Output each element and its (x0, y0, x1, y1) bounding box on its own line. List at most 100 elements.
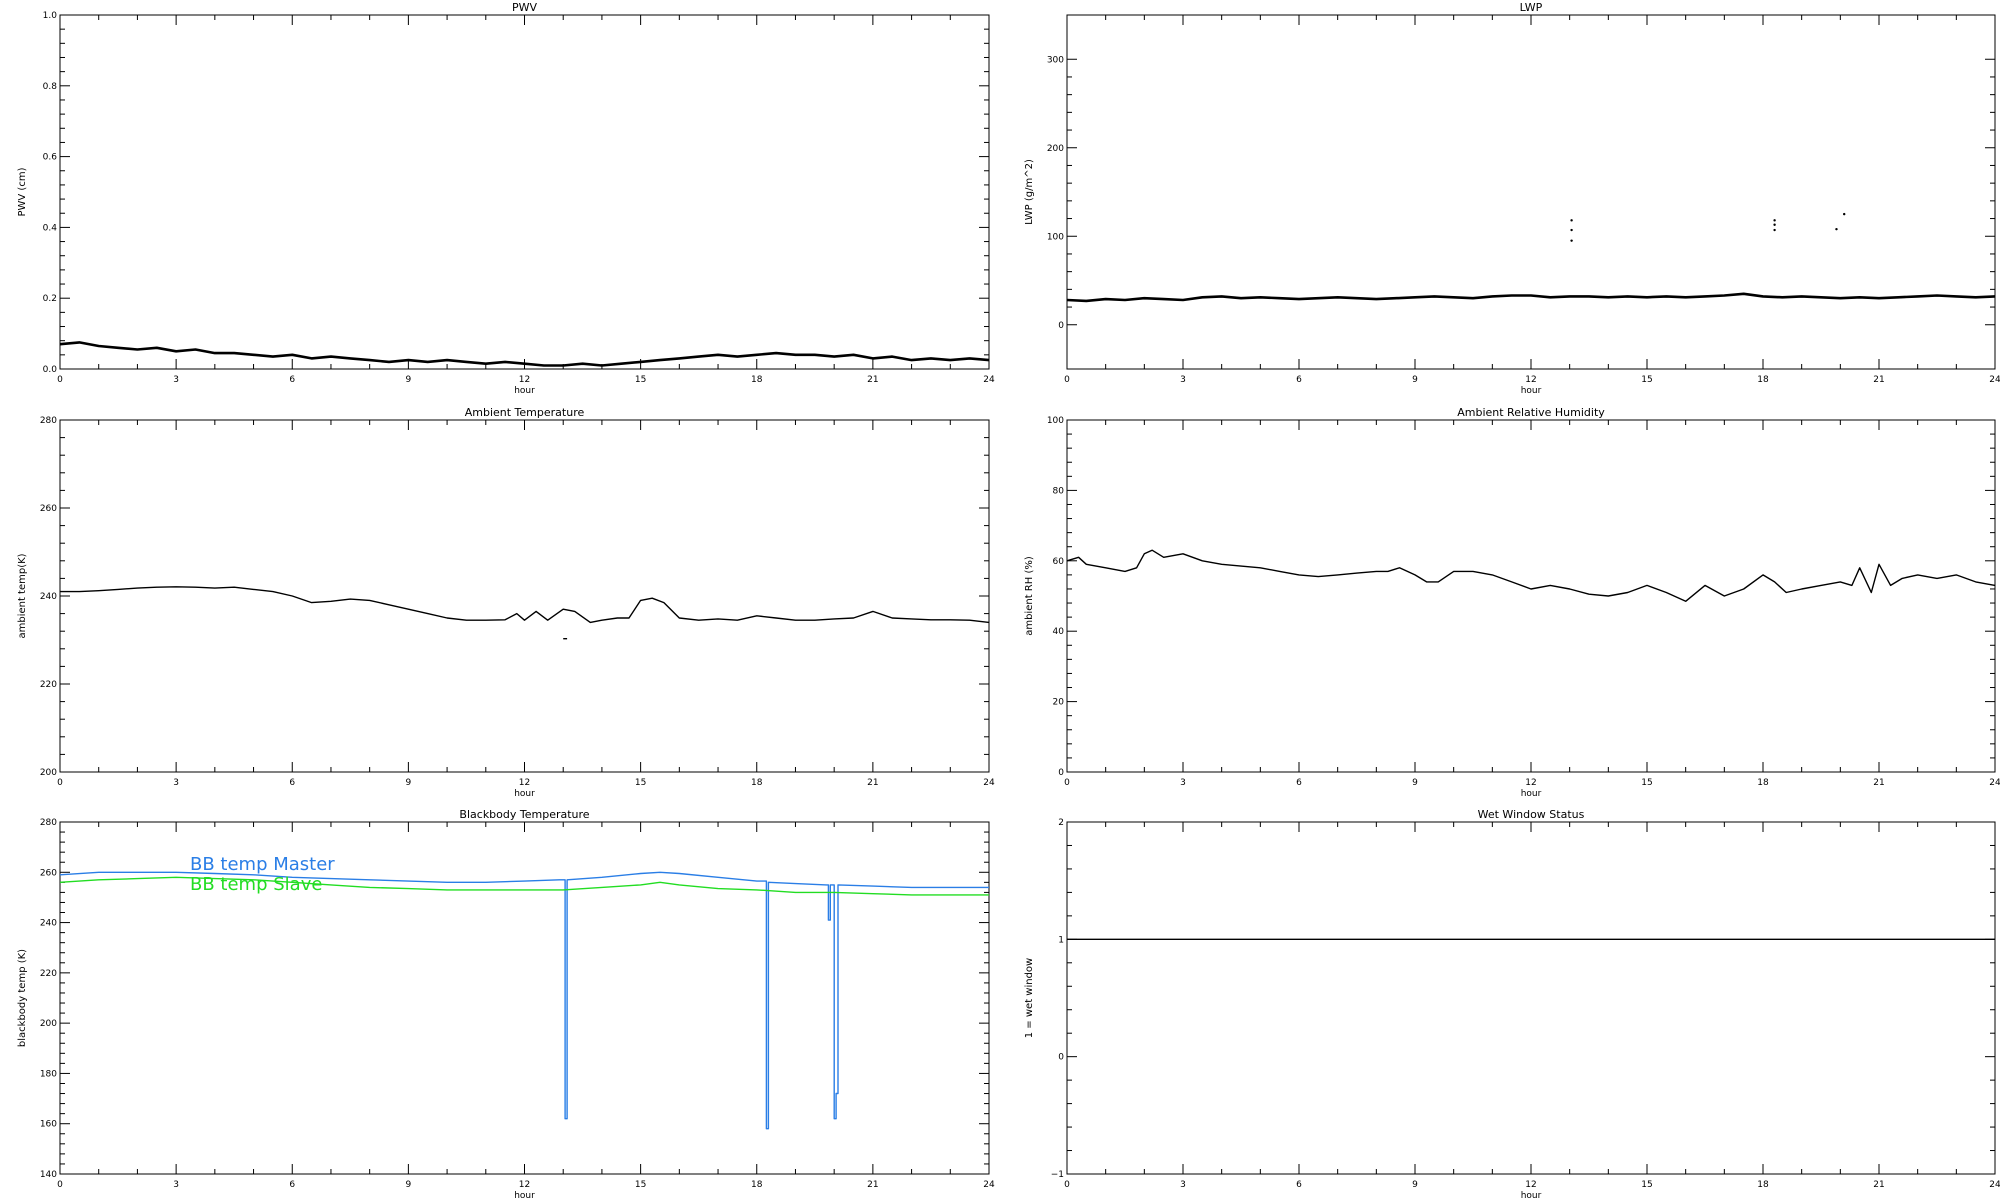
chart-title: Ambient Temperature (465, 406, 585, 419)
x-tick-label: 24 (1989, 375, 2000, 385)
chart-title: LWP (1520, 1, 1543, 14)
x-tick-label: 21 (867, 1180, 878, 1190)
x-tick-label: 6 (289, 375, 295, 385)
x-tick-label: 15 (635, 778, 646, 788)
x-tick-label: 15 (635, 375, 646, 385)
x-tick-label: 9 (1412, 375, 1418, 385)
y-tick-label: 180 (40, 1069, 57, 1079)
x-tick-label: 18 (751, 1180, 763, 1190)
x-axis-label: hour (1521, 789, 1542, 799)
chart-panel-1: PWV 0 3 6 9 12 15 18 21 24 hour 0.0 0.2 0.4 0.6 0.8 1.0 P… (17, 1, 995, 396)
x-tick-label: 6 (1296, 778, 1302, 788)
x-tick-label: 21 (867, 375, 878, 385)
x-tick-label: 0 (57, 1180, 63, 1190)
x-tick-label: 18 (1757, 1180, 1769, 1190)
series-line (59, 871, 989, 1130)
x-tick-label: 21 (1873, 375, 1884, 385)
x-tick-label: 9 (406, 778, 412, 788)
y-tick-label: 260 (40, 868, 57, 878)
chart-panel-5: Blackbody Temperature 0 3 6 9 12 15 18 21 24 hour 1… (17, 808, 995, 1200)
y-tick-label: 0.0 (43, 365, 58, 375)
data-point (1773, 223, 1776, 226)
series-line (59, 341, 990, 367)
chart-panel-3: Ambient Temperature 0 3 6 9 12 15 18 21 24 hour 200… (17, 406, 995, 799)
plot-frame (1066, 419, 1996, 773)
x-tick-label: 15 (1641, 778, 1652, 788)
x-tick-label: 24 (983, 1180, 995, 1190)
x-tick-label: 12 (519, 375, 530, 385)
x-tick-label: 9 (1412, 778, 1418, 788)
x-tick-label: 9 (1412, 1180, 1418, 1190)
y-tick-label: 1 (1058, 935, 1064, 945)
y-tick-label: 0 (1058, 768, 1064, 778)
x-axis-label: hour (1521, 1191, 1542, 1200)
y-axis-label: 1 = wet window (1024, 958, 1035, 1038)
x-tick-label: 15 (1641, 375, 1652, 385)
x-tick-label: 24 (1989, 778, 2000, 788)
x-axis-label: hour (514, 1191, 535, 1200)
y-tick-label: 200 (40, 1019, 57, 1029)
y-tick-label: 220 (40, 680, 57, 690)
y-tick-label: 80 (1053, 486, 1065, 496)
x-tick-label: 12 (1525, 1180, 1536, 1190)
y-tick-label: 100 (1047, 232, 1064, 242)
x-tick-label: 15 (635, 1180, 646, 1190)
x-tick-label: 3 (173, 778, 179, 788)
x-tick-label: 9 (406, 1180, 412, 1190)
series-line (1066, 292, 1996, 303)
x-axis-label: hour (1521, 386, 1542, 396)
x-tick-label: 0 (1064, 1180, 1070, 1190)
y-tick-label: 20 (1053, 698, 1065, 708)
chart-title: Wet Window Status (1478, 808, 1585, 821)
x-tick-label: 24 (1989, 1180, 2000, 1190)
x-tick-label: 3 (173, 1180, 179, 1190)
y-tick-label: 220 (40, 969, 57, 979)
x-tick-label: 15 (1641, 1180, 1652, 1190)
y-tick-label: 0.2 (43, 294, 57, 304)
x-tick-label: 3 (1180, 1180, 1186, 1190)
x-axis-label: hour (514, 789, 535, 799)
y-tick-label: 240 (40, 592, 57, 602)
x-tick-label: 21 (1873, 1180, 1884, 1190)
legend-entry: BB temp Master (190, 854, 335, 875)
x-tick-label: 18 (751, 375, 763, 385)
data-point (1835, 227, 1838, 231)
y-tick-label: 300 (1047, 55, 1064, 65)
series-line (59, 876, 989, 896)
x-tick-label: 9 (406, 375, 412, 385)
plot-frame (59, 419, 990, 773)
x-tick-label: 12 (519, 778, 530, 788)
y-tick-label: 240 (40, 919, 57, 929)
chart-title: Ambient Relative Humidity (1457, 406, 1605, 419)
x-tick-label: 21 (1873, 778, 1884, 788)
y-axis-label: ambient RH (%) (1024, 556, 1035, 636)
data-point (1773, 228, 1776, 232)
y-tick-label: 0.6 (43, 153, 58, 163)
x-tick-label: 24 (983, 778, 995, 788)
chart-title: PWV (512, 1, 538, 14)
x-tick-label: 21 (867, 778, 878, 788)
x-tick-label: 6 (289, 1180, 295, 1190)
series-line (1066, 549, 1996, 602)
x-tick-label: 3 (173, 375, 179, 385)
y-tick-label: 280 (40, 416, 57, 426)
y-axis-label: LWP (g/m^2) (1024, 159, 1035, 225)
y-tick-label: 0 (1058, 321, 1064, 331)
plot-frame (1066, 14, 1996, 370)
y-axis-label: PWV (cm) (17, 167, 28, 216)
x-tick-label: 24 (983, 375, 995, 385)
y-tick-label: 100 (1047, 416, 1064, 426)
x-tick-label: 6 (1296, 375, 1302, 385)
y-axis-label: blackbody temp (K) (17, 949, 28, 1047)
y-tick-label: 160 (40, 1120, 57, 1130)
y-tick-label: 2 (1058, 818, 1064, 828)
y-tick-label: 1.0 (43, 11, 58, 21)
x-tick-label: 3 (1180, 375, 1186, 385)
chart-panel-2: LWP 0 3 6 9 12 15 18 21 24 hour 0 100 200 300 LWP (g/m^… (1024, 1, 2000, 396)
chart-panel-4: Ambient Relative Humidity 0 3 6 9 12 15 18 21 24 h… (1024, 406, 2000, 799)
data-point (1773, 219, 1776, 222)
x-tick-label: 0 (1064, 375, 1070, 385)
legend-entry: BB temp Slave (190, 874, 322, 895)
y-tick-label: 60 (1053, 557, 1065, 567)
